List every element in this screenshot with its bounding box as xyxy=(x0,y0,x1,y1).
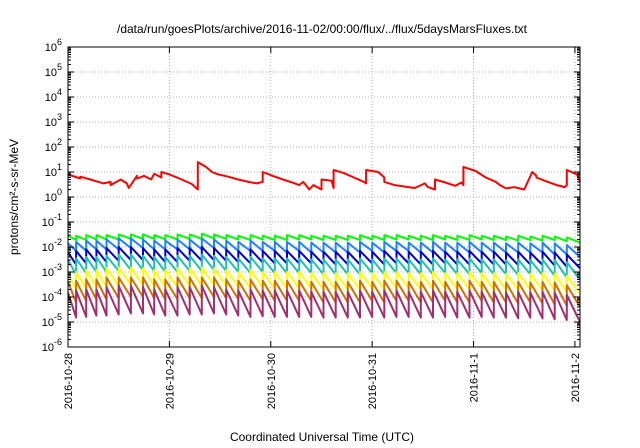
y-tick-exponent: -1 xyxy=(54,212,62,222)
y-tick-exponent: -5 xyxy=(54,312,62,322)
series-layer xyxy=(67,161,581,323)
y-tick-exponent: 1 xyxy=(57,162,62,172)
y-tick-label: 101 xyxy=(45,162,62,179)
y-tick-exponent: 0 xyxy=(57,187,62,197)
x-tick-label: 2016-10-31 xyxy=(367,353,379,409)
y-tick-exponent: -2 xyxy=(54,237,62,247)
y-tick-exponent: 5 xyxy=(57,62,62,72)
axis-ticks xyxy=(67,46,580,348)
x-tick-label: 2016-11-1 xyxy=(469,353,481,402)
y-tick-label: 10-1 xyxy=(42,212,62,229)
y-tick-exponent: 4 xyxy=(57,87,62,97)
x-tick-label: 2016-10-28 xyxy=(63,353,75,409)
y-tick-label: 10-5 xyxy=(42,312,62,329)
series-line-2 xyxy=(67,232,581,244)
y-tick-labels: 10-610-510-410-310-210-11001011021031041… xyxy=(42,37,62,354)
chart-title: /data/run/goesPlots/archive/2016-11-02/0… xyxy=(117,22,528,36)
y-tick-exponent: 3 xyxy=(57,112,62,122)
series-line-4 xyxy=(67,246,581,269)
x-tick-label: 2016-10-30 xyxy=(266,353,278,409)
series-line-6 xyxy=(67,266,581,294)
y-tick-label: 106 xyxy=(45,37,62,54)
y-tick-label: 10-6 xyxy=(42,337,62,354)
y-tick-label: 105 xyxy=(45,62,62,79)
y-tick-label: 10-2 xyxy=(42,237,62,254)
y-tick-exponent: 2 xyxy=(57,137,62,147)
y-tick-exponent: 6 xyxy=(57,37,62,47)
series-line-1 xyxy=(67,161,581,191)
y-tick-label: 104 xyxy=(45,87,62,104)
y-tick-exponent: -3 xyxy=(54,262,62,272)
x-tick-label: 2016-11-2 xyxy=(570,353,582,402)
y-axis-label: protons/cm²-s-sr-MeV xyxy=(7,139,21,255)
y-tick-label: 102 xyxy=(45,137,62,154)
y-tick-exponent: -6 xyxy=(54,337,62,347)
y-tick-exponent: -4 xyxy=(54,287,62,297)
series-line-8 xyxy=(67,284,581,323)
series-line-7 xyxy=(67,276,581,308)
series-line-5 xyxy=(67,253,581,281)
x-tick-label: 2016-10-29 xyxy=(164,353,176,409)
y-tick-label: 10-4 xyxy=(42,287,62,304)
y-tick-label: 10-3 xyxy=(42,262,62,279)
y-tick-label: 100 xyxy=(45,187,62,204)
y-tick-label: 103 xyxy=(45,112,62,129)
x-tick-labels: 2016-10-28 2016-10-29 2016-10-30 2016-10-31… xyxy=(63,353,582,409)
x-axis-label: Coordinated Universal Time (UTC) xyxy=(230,430,414,444)
series-line-3 xyxy=(67,237,581,258)
